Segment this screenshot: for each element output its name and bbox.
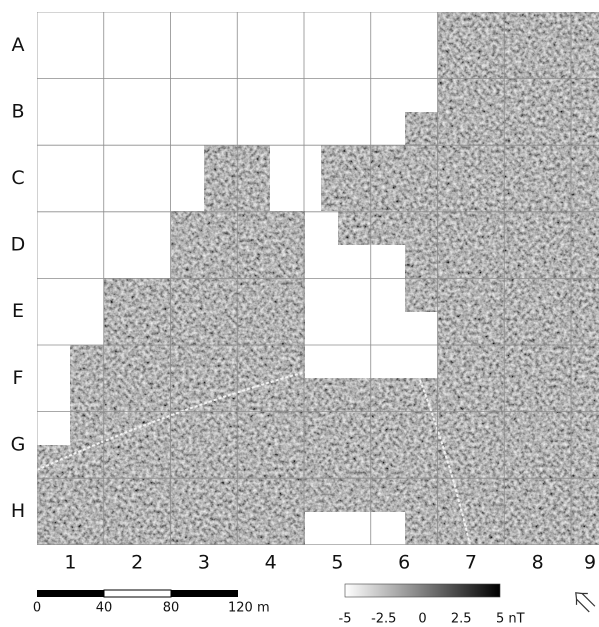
- column-label: 7: [465, 552, 477, 574]
- scale-label: 80: [163, 601, 180, 616]
- row-label: H: [11, 500, 25, 522]
- scale-label: 0: [33, 601, 41, 616]
- row-label: B: [11, 100, 24, 122]
- row-label: A: [12, 34, 25, 56]
- column-label: 5: [331, 552, 343, 574]
- color-bar-label: 2.5: [451, 612, 472, 627]
- color-bar: -5 -2.5 0 2.5 5 nT: [339, 584, 525, 627]
- column-labels: 1 2 3 4 5 6 7 8 9: [64, 552, 596, 574]
- row-label: F: [13, 367, 24, 389]
- row-labels: A B C D E F G H: [11, 34, 26, 522]
- scale-label: 40: [96, 601, 113, 616]
- scale-segment: [104, 590, 171, 597]
- column-label: 4: [265, 552, 277, 574]
- color-ramp: [345, 584, 500, 597]
- row-label: C: [11, 167, 24, 189]
- scale-bar: 0 40 80 120 m: [33, 590, 270, 616]
- color-bar-label: -2.5: [371, 612, 396, 627]
- survey-map: A B C D E F G H 1 2 3 4 5 6 7 8 9 0 40 80 120 m -5 -2.5 0 2.5…: [0, 0, 599, 627]
- survey-data: [37, 12, 599, 545]
- color-bar-label: 0: [418, 612, 426, 627]
- color-bar-label: -5: [339, 612, 352, 627]
- row-label: G: [11, 433, 26, 455]
- north-arrow: [570, 587, 598, 615]
- row-label: E: [12, 300, 24, 322]
- column-label: 1: [64, 552, 76, 574]
- column-label: 8: [532, 552, 544, 574]
- column-label: 2: [131, 552, 143, 574]
- column-label: 6: [398, 552, 410, 574]
- column-label: 9: [584, 552, 596, 574]
- row-label: D: [11, 234, 26, 256]
- color-bar-label: 5 nT: [496, 612, 525, 627]
- scale-label: 120 m: [228, 601, 270, 616]
- column-label: 3: [198, 552, 210, 574]
- scale-segment: [171, 590, 238, 597]
- scale-segment: [37, 590, 104, 597]
